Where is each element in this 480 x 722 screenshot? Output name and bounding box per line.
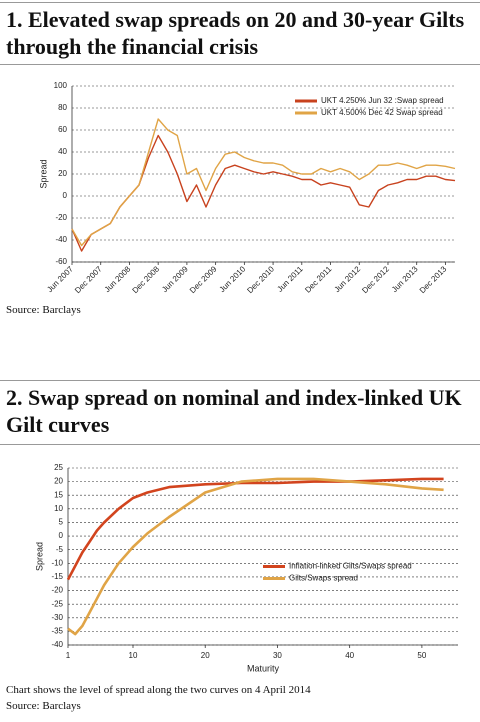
x-tick-label: Dec 2013 <box>418 264 449 295</box>
y-tick-label: -20 <box>51 586 63 595</box>
chart-title: 2. Swap spread on nominal and index-link… <box>6 385 462 437</box>
y-tick-label: -60 <box>55 257 67 266</box>
x-tick-label: Jun 2013 <box>390 264 420 294</box>
y-tick-label: 0 <box>59 531 64 540</box>
x-tick-label: Dec 2008 <box>130 264 161 295</box>
y-tick-label: 0 <box>63 191 68 200</box>
legend-label: UKT 4.250% Jun 32 :Swap spread <box>321 96 444 105</box>
y-tick-label: -15 <box>51 572 63 581</box>
footnote: Chart shows the level of spread along th… <box>6 684 311 696</box>
legend-label: Inflation-linked Gilts/Swaps spread <box>289 562 412 571</box>
y-tick-label: 20 <box>54 477 63 486</box>
x-tick-label: Jun 2011 <box>275 264 305 294</box>
x-tick-label: Jun 2009 <box>160 264 190 294</box>
x-tick-label: Dec 2012 <box>360 264 391 295</box>
x-tick-label: 10 <box>129 651 138 660</box>
x-tick-label: Dec 2009 <box>188 264 219 295</box>
y-tick-label: -30 <box>51 613 63 622</box>
x-tick-label: Dec 2010 <box>245 264 276 295</box>
y-tick-label: 80 <box>58 103 67 112</box>
legend-label: Gilts/Swaps spread <box>289 574 358 583</box>
x-tick-label: 50 <box>417 651 426 660</box>
rule <box>0 64 480 65</box>
x-tick-label: Jun 2008 <box>103 264 133 294</box>
x-tick-label: 1 <box>66 651 71 660</box>
y-tick-label: -40 <box>51 640 63 649</box>
y-tick-label: -35 <box>51 626 63 635</box>
x-axis-label: Maturity <box>247 663 280 673</box>
x-tick-label: Jun 2007 <box>45 264 75 294</box>
y-tick-label: -5 <box>56 545 64 554</box>
source: Source: Barclays <box>6 700 81 712</box>
y-tick-label: -20 <box>55 213 67 222</box>
rule <box>0 380 480 381</box>
rule <box>0 2 480 3</box>
series-line <box>71 134 456 252</box>
x-tick-label: Jun 2010 <box>218 264 248 294</box>
series-line <box>67 477 444 636</box>
y-tick-label: -10 <box>51 558 63 567</box>
x-tick-label: Jun 2012 <box>333 264 363 294</box>
y-tick-label: 5 <box>59 518 64 527</box>
y-tick-label: 15 <box>54 490 63 499</box>
y-tick-label: 40 <box>58 147 67 156</box>
y-tick-label: -40 <box>55 235 67 244</box>
rule <box>0 444 480 445</box>
x-tick-label: 30 <box>273 651 282 660</box>
chart-title: 1. Elevated swap spreads on 20 and 30-ye… <box>6 7 465 59</box>
y-tick-label: 20 <box>58 169 67 178</box>
y-tick-label: 10 <box>54 504 63 513</box>
x-tick-label: Dec 2007 <box>73 264 104 295</box>
source: Source: Barclays <box>6 304 81 316</box>
y-axis-label: Spread <box>38 159 48 188</box>
x-tick-label: 20 <box>201 651 210 660</box>
y-tick-label: 25 <box>54 463 63 472</box>
y-tick-label: -25 <box>51 599 63 608</box>
series-line <box>71 118 456 247</box>
y-axis-label: Spread <box>34 542 44 571</box>
x-tick-label: 40 <box>345 651 354 660</box>
legend-label: UKT 4.500% Dec 42 Swap spread <box>321 108 443 117</box>
x-tick-label: Dec 2011 <box>303 264 334 295</box>
y-tick-label: 100 <box>54 81 68 90</box>
y-tick-label: 60 <box>58 125 67 134</box>
